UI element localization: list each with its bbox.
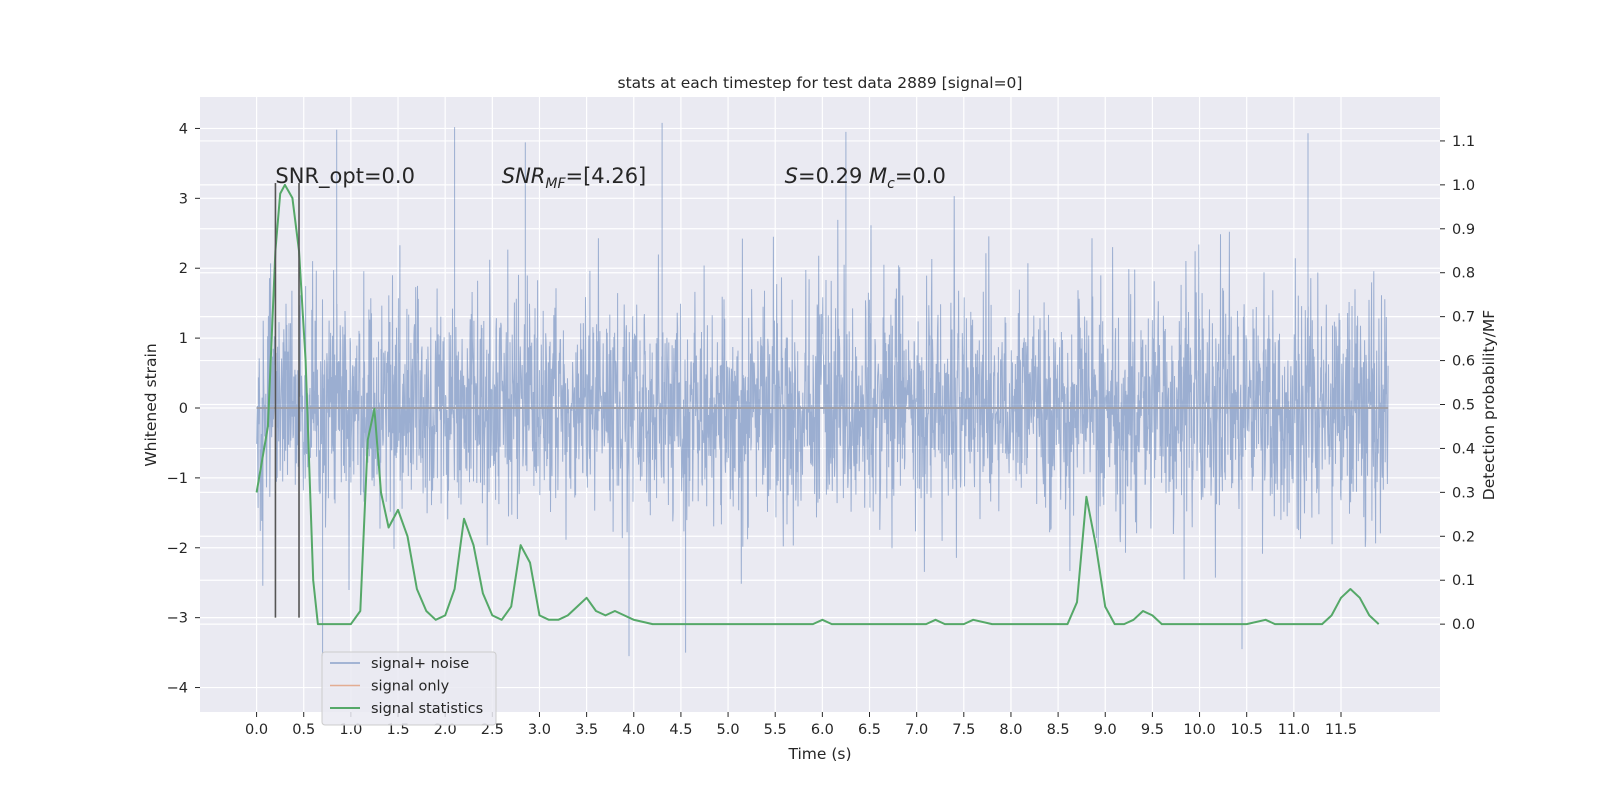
y-tick-label: 0: [179, 401, 188, 417]
x-tick-label: 8.5: [1047, 722, 1070, 738]
annotation-s-mc: S=0.29 Mc=0.0: [785, 164, 946, 192]
x-tick-label: 10.5: [1231, 722, 1263, 738]
y2-tick-label: 0.3: [1452, 485, 1475, 501]
x-axis-ticks: 0.0 0.5 1.0 1.5 2.0 2.5 3.0 3.5 4.0 4.5 5.0 5.5 6.0 6…: [245, 712, 1357, 738]
x-tick-label: 0.5: [292, 722, 315, 738]
x-tick-label: 8.0: [999, 722, 1022, 738]
series-layer: [255, 122, 1389, 657]
y2-tick-label: 0.6: [1452, 354, 1475, 370]
y2-tick-label: 0.8: [1452, 266, 1475, 282]
y2-tick-label: 1.1: [1452, 134, 1475, 150]
annotation-snr-opt: SNR_opt=0.0: [275, 164, 415, 189]
x-tick-label: 1.0: [339, 722, 362, 738]
x-tick-label: 5.0: [717, 722, 740, 738]
x-tick-label: 5.5: [764, 722, 787, 738]
x-axis-label: Time (s): [787, 745, 851, 763]
legend-label: signal only: [371, 679, 450, 695]
chart-title: stats at each timestep for test data 288…: [618, 74, 1023, 92]
y2-tick-label: 1.0: [1452, 178, 1475, 194]
y-tick-label: 1: [179, 331, 188, 347]
y-tick-label: 2: [179, 261, 188, 277]
y-tick-label: −1: [167, 471, 188, 487]
series-line-signal-noise: [256, 122, 1389, 657]
y2-axis-ticks: 0.0 0.1 0.2 0.3 0.4 0.5 0.6 0.7 0.8 0.9 1.0 1.1: [1440, 134, 1475, 633]
x-tick-label: 4.0: [622, 722, 645, 738]
x-tick-label: 7.5: [952, 722, 975, 738]
x-tick-label: 9.0: [1094, 722, 1117, 738]
x-tick-label: 11.0: [1278, 722, 1310, 738]
x-tick-label: 6.0: [811, 722, 834, 738]
y2-axis-label: Detection probability/MF: [1480, 310, 1498, 501]
x-tick-label: 9.5: [1141, 722, 1164, 738]
x-tick-label: 2.0: [434, 722, 457, 738]
y-tick-label: −4: [167, 681, 188, 697]
x-tick-label: 6.5: [858, 722, 881, 738]
x-tick-label: 11.5: [1325, 722, 1357, 738]
y-tick-label: 4: [179, 121, 188, 137]
annotations: SNR_opt=0.0 SNRMF=[4.26] S=0.29 Mc=0.0: [275, 164, 945, 192]
legend-box: [321, 651, 497, 726]
legend: signal+ noise signal only signal statistic…: [321, 651, 497, 726]
legend-label: signal statistics: [371, 701, 483, 717]
y2-tick-label: 0.7: [1452, 310, 1475, 326]
x-tick-label: 7.0: [905, 722, 928, 738]
y2-tick-label: 0.4: [1452, 441, 1475, 457]
legend-label: signal+ noise: [371, 656, 469, 672]
x-tick-label: 2.5: [481, 722, 504, 738]
y-tick-label: −3: [167, 611, 188, 627]
y-axis-label: Whitened strain: [142, 343, 160, 466]
vertical-markers: [274, 182, 300, 618]
annotation-snr-mf: SNRMF=[4.26]: [502, 164, 647, 192]
y2-tick-label: 0.0: [1452, 617, 1475, 633]
x-tick-label: 10.0: [1183, 722, 1215, 738]
x-tick-label: 3.0: [528, 722, 551, 738]
x-tick-label: 3.5: [575, 722, 598, 738]
y2-tick-label: 0.5: [1452, 398, 1475, 414]
x-tick-label: 0.0: [245, 722, 268, 738]
y-tick-label: −2: [167, 541, 188, 557]
x-tick-label: 1.5: [386, 722, 409, 738]
series-line-signal-statistics: [255, 183, 1380, 626]
y2-tick-label: 0.1: [1452, 573, 1475, 589]
y2-tick-label: 0.2: [1452, 529, 1475, 545]
y-axis-ticks: −4 −3 −2 −1 0 1 2 3 4: [167, 121, 200, 697]
x-tick-label: 4.5: [669, 722, 692, 738]
y2-tick-label: 0.9: [1452, 222, 1475, 238]
y-tick-label: 3: [179, 191, 188, 207]
